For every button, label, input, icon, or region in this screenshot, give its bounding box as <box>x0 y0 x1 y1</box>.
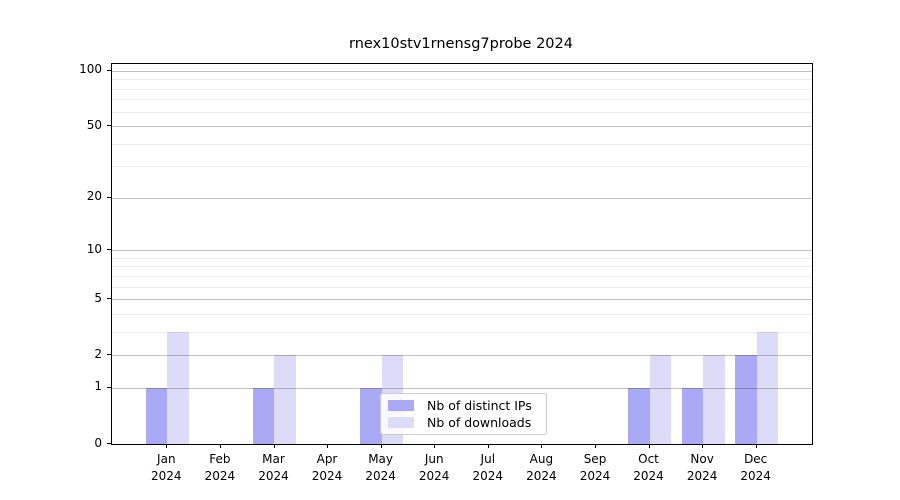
bar-oct-distinct-ips <box>628 387 650 444</box>
gridline-major-20 <box>112 197 812 199</box>
x-tick-jul <box>487 444 489 448</box>
x-tick-sep <box>595 444 596 448</box>
y-tick-label-20: 20 <box>86 189 102 204</box>
x-tick-label-oct: Oct 2024 <box>633 452 664 483</box>
x-tick-feb <box>219 444 221 448</box>
bar-jan-distinct-ips <box>145 387 168 444</box>
x-tick-mar <box>273 444 275 448</box>
bar-nov-distinct-ips <box>681 387 704 444</box>
bar-jan-downloads <box>167 331 189 444</box>
bar-dec-distinct-ips <box>735 355 757 444</box>
gridline-major-10 <box>112 250 812 251</box>
y-tick-100 <box>107 69 111 71</box>
gridline-major-1 <box>112 387 812 389</box>
y-tick-0 <box>107 443 111 444</box>
x-tick-nov <box>702 444 704 448</box>
bar-mar-distinct-ips <box>253 387 275 444</box>
legend-label-distinct-ips: Nb of distinct IPs <box>427 398 532 414</box>
legend-label-downloads: Nb of downloads <box>427 414 532 430</box>
gridline-major-2 <box>112 355 812 357</box>
x-tick-label-jul: Jul 2024 <box>472 452 504 483</box>
legend: Nb of distinct IPs Nb of downloads <box>380 393 547 435</box>
x-tick-label-apr: Apr 2024 <box>311 452 343 483</box>
bar-nov-downloads <box>703 355 725 444</box>
y-tick-label-5: 5 <box>94 290 102 305</box>
x-tick-jun <box>434 444 436 448</box>
y-tick-1 <box>107 386 111 388</box>
x-tick-aug <box>541 444 543 448</box>
x-tick-label-aug: Aug 2024 <box>526 452 557 483</box>
y-tick-5 <box>107 298 111 300</box>
x-tick-label-jan: Jan 2024 <box>151 452 182 483</box>
bar-dec-downloads <box>756 331 779 444</box>
x-tick-jan <box>166 444 168 448</box>
x-tick-may <box>380 444 382 448</box>
gridline-major-50 <box>112 126 812 127</box>
bar-may-distinct-ips <box>360 387 382 444</box>
bar-oct-downloads <box>649 355 671 444</box>
gridline-minor-6 <box>112 286 812 288</box>
y-tick-label-100: 100 <box>79 62 102 77</box>
y-tick-label-0: 0 <box>94 435 102 450</box>
x-tick-label-may: May 2024 <box>365 452 396 483</box>
x-tick-oct <box>648 444 650 448</box>
gridline-minor-7 <box>112 275 812 277</box>
y-tick-label-50: 50 <box>86 117 102 132</box>
x-tick-apr <box>327 444 328 448</box>
y-tick-label-10: 10 <box>86 241 102 256</box>
y-tick-50 <box>107 125 111 126</box>
x-tick-label-feb: Feb 2024 <box>204 452 236 483</box>
y-tick-10 <box>107 249 111 250</box>
bar-mar-downloads <box>274 355 296 444</box>
legend-item-downloads: Nb of downloads <box>388 415 539 430</box>
legend-item-distinct-ips: Nb of distinct IPs <box>388 398 539 413</box>
downloads-swatch <box>388 416 414 428</box>
gridline-major-5 <box>112 299 812 301</box>
gridline-minor-70 <box>112 99 812 101</box>
distinct-ips-swatch <box>388 400 414 412</box>
gridline-minor-60 <box>112 111 812 113</box>
gridline-minor-9 <box>112 257 812 259</box>
x-tick-label-nov: Nov 2024 <box>686 452 718 483</box>
x-tick-label-mar: Mar 2024 <box>258 452 289 483</box>
gridline-major-100 <box>112 70 812 72</box>
x-tick-label-dec: Dec 2024 <box>740 452 771 483</box>
plot-area: Nb of distinct IPs Nb of downloads <box>111 63 813 445</box>
x-tick-label-sep: Sep 2024 <box>579 452 611 483</box>
gridline-minor-4 <box>112 313 812 315</box>
y-tick-2 <box>107 354 111 356</box>
gridline-minor-8 <box>112 266 812 268</box>
y-tick-label-2: 2 <box>94 346 102 361</box>
gridline-minor-3 <box>112 331 812 333</box>
x-tick-label-jun: Jun 2024 <box>418 452 450 483</box>
gridline-minor-40 <box>112 143 812 145</box>
gridline-minor-80 <box>112 88 812 90</box>
gridline-minor-30 <box>112 166 812 168</box>
x-tick-dec <box>755 444 757 448</box>
y-tick-label-1: 1 <box>94 379 102 394</box>
chart-title: rnex10stv1rnensg7probe 2024 <box>349 36 573 52</box>
y-tick-20 <box>107 196 111 198</box>
gridline-minor-90 <box>112 79 812 81</box>
